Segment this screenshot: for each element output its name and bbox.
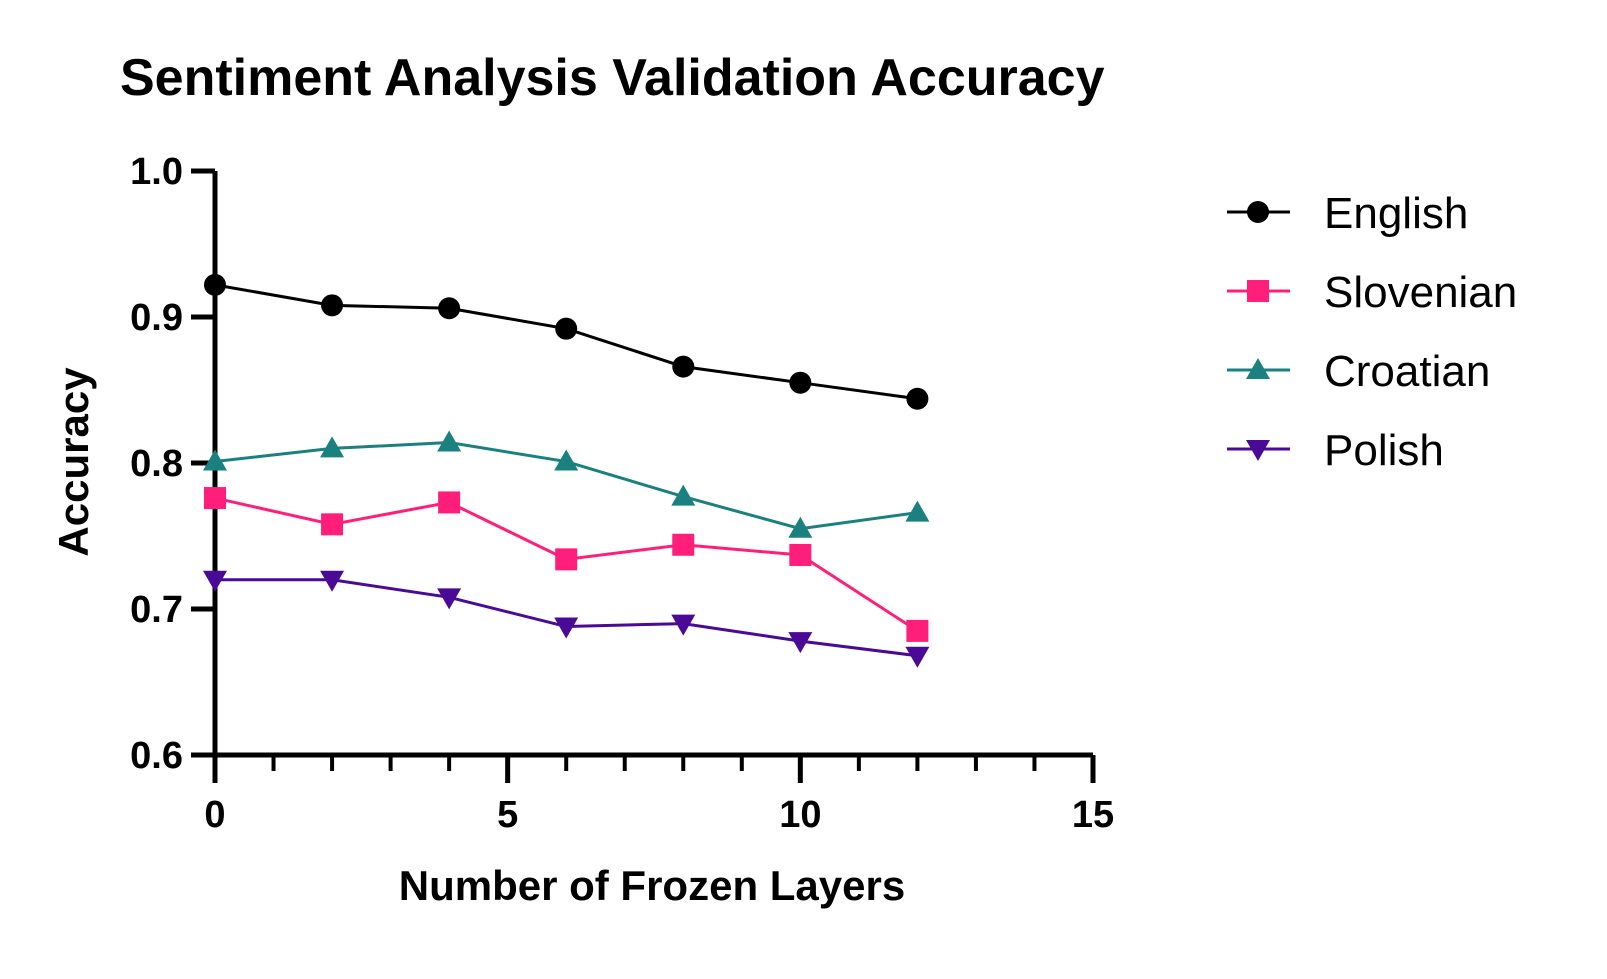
chart-title: Sentiment Analysis Validation Accuracy [120, 49, 1105, 107]
x-tick-label: 10 [779, 794, 821, 836]
data-point-croatian [203, 449, 227, 471]
y-tick-label: 0.7 [130, 589, 183, 631]
legend-label-polish: Polish [1324, 426, 1444, 475]
data-point-croatian [788, 516, 813, 538]
series-croatian [203, 430, 930, 538]
data-point-polish [203, 570, 227, 592]
data-point-polish [437, 588, 462, 610]
y-tick-label: 0.9 [130, 297, 183, 339]
data-point-croatian [437, 430, 462, 452]
legend-label-slovenian: Slovenian [1324, 268, 1517, 317]
data-point-croatian [671, 484, 696, 506]
data-point-slovenian [555, 548, 578, 571]
legend-marker-polish [1246, 440, 1270, 461]
data-point-english [204, 273, 226, 296]
legend-item-croatian: Croatian [1227, 347, 1490, 396]
y-tick-label: 0.8 [130, 443, 183, 485]
data-point-polish [320, 570, 345, 592]
data-point-english [321, 294, 344, 317]
x-tick-label: 15 [1072, 794, 1114, 836]
data-point-croatian [905, 500, 930, 522]
data-point-slovenian [204, 487, 226, 510]
x-tick-label: 5 [497, 794, 518, 836]
data-point-croatian [554, 449, 579, 471]
y-tick-label: 0.6 [130, 735, 183, 777]
data-point-slovenian [906, 619, 929, 642]
data-point-english [789, 371, 812, 394]
legend-marker-slovenian [1247, 280, 1269, 302]
data-point-polish [554, 617, 579, 639]
legend-label-english: English [1324, 189, 1468, 238]
legend-item-english: English [1227, 189, 1468, 238]
legend-item-slovenian: Slovenian [1227, 268, 1517, 317]
axes: 0.6 0.7 0.8 0.9 1.0 0 5 10 15 [130, 151, 1114, 836]
data-point-slovenian [789, 543, 812, 566]
y-tick-label: 1.0 [130, 151, 183, 193]
data-point-polish [788, 632, 813, 654]
legend-label-croatian: Croatian [1324, 347, 1490, 396]
data-point-slovenian [438, 491, 461, 514]
data-point-polish [905, 646, 930, 668]
legend-item-polish: Polish [1227, 426, 1444, 475]
legend-marker-english [1247, 201, 1269, 223]
series-polish [203, 570, 930, 668]
data-point-english [438, 297, 461, 320]
y-axis-label: Accuracy [50, 367, 97, 557]
legend: English Slovenian Croatian Polish [1227, 189, 1517, 475]
data-point-english [906, 387, 929, 410]
data-point-slovenian [672, 533, 695, 556]
x-tick-label: 0 [204, 794, 225, 836]
data-point-english [672, 355, 695, 378]
data-point-polish [671, 614, 696, 636]
data-point-croatian [320, 436, 345, 458]
data-point-slovenian [321, 513, 344, 536]
legend-marker-croatian [1246, 358, 1270, 379]
series-english [204, 273, 929, 410]
series-slovenian [204, 487, 929, 642]
series-layer [203, 273, 930, 668]
x-axis-label: Number of Frozen Layers [399, 862, 905, 909]
series-line-english [214, 283, 918, 401]
data-point-english [555, 317, 578, 340]
